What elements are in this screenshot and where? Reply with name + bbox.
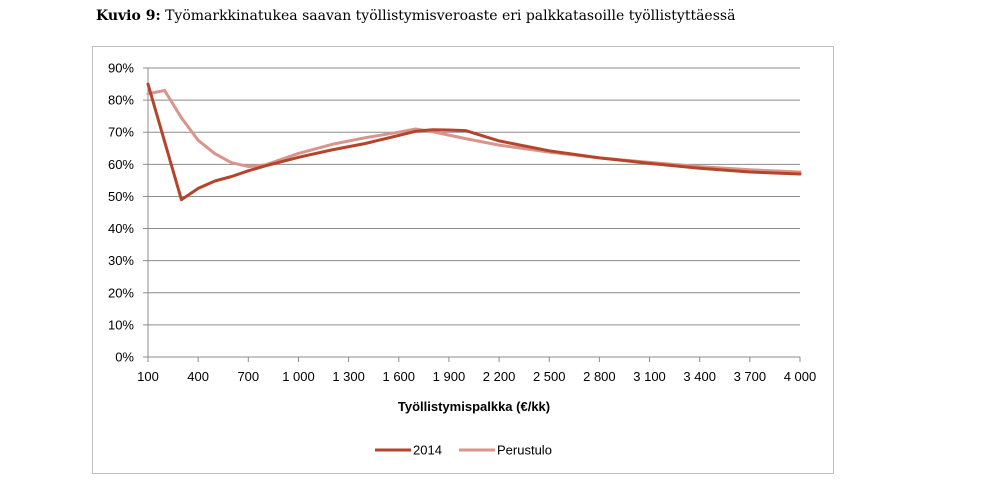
figure-caption-lead: Kuvio 9: bbox=[96, 8, 161, 24]
x-tick-label: 4 000 bbox=[784, 369, 817, 384]
y-tick-label: 70% bbox=[108, 125, 134, 140]
x-tick-label: 700 bbox=[237, 369, 259, 384]
x-tick-label: 1 000 bbox=[282, 369, 315, 384]
x-tick-label: 3 100 bbox=[633, 369, 666, 384]
x-axis-label: Työllistymispalkka (€/kk) bbox=[398, 399, 550, 414]
x-tick-label: 1 300 bbox=[332, 369, 365, 384]
legend-label-perustulo: Perustulo bbox=[497, 443, 552, 458]
y-tick-label: 0% bbox=[115, 350, 134, 365]
x-tick-label: 2 200 bbox=[483, 369, 516, 384]
series-line-perustulo bbox=[146, 89, 802, 174]
legend-label-2014: 2014 bbox=[413, 443, 442, 458]
y-tick-label: 30% bbox=[108, 253, 134, 268]
series-lines bbox=[146, 82, 802, 202]
figure-caption: Kuvio 9: Työmarkkinatukea saavan työllis… bbox=[96, 8, 735, 24]
y-tick-label: 40% bbox=[108, 221, 134, 236]
y-tick-label: 90% bbox=[108, 61, 134, 76]
x-tick-label: 1 900 bbox=[433, 369, 466, 384]
figure-caption-text: Työmarkkinatukea saavan työllistymisvero… bbox=[160, 8, 736, 24]
x-tick-labels: 100 400 700 1 000 1 300 1 600 1 900 2 200 2 500 2… bbox=[137, 369, 816, 384]
axes bbox=[143, 67, 801, 362]
legend: 2014 Perustulo bbox=[375, 443, 552, 458]
grid-lines bbox=[148, 67, 800, 326]
chart-frame bbox=[92, 46, 834, 474]
y-tick-label: 80% bbox=[108, 93, 134, 108]
x-tick-label: 100 bbox=[137, 369, 159, 384]
y-tick-label: 20% bbox=[108, 285, 134, 300]
x-tick-label: 400 bbox=[187, 369, 209, 384]
series-line-2014 bbox=[146, 82, 802, 202]
y-tick-label: 10% bbox=[108, 317, 134, 332]
y-tick-label: 50% bbox=[108, 189, 134, 204]
x-tick-label: 2 500 bbox=[533, 369, 566, 384]
x-tick-label: 3 700 bbox=[734, 369, 767, 384]
x-tick-label: 2 800 bbox=[583, 369, 616, 384]
y-tick-labels: 0% 10% 20% 30% 40% 50% 60% 70% 80% 90% bbox=[108, 61, 134, 365]
x-tick-label: 1 600 bbox=[382, 369, 415, 384]
y-tick-label: 60% bbox=[108, 157, 134, 172]
x-tick-label: 3 400 bbox=[683, 369, 716, 384]
